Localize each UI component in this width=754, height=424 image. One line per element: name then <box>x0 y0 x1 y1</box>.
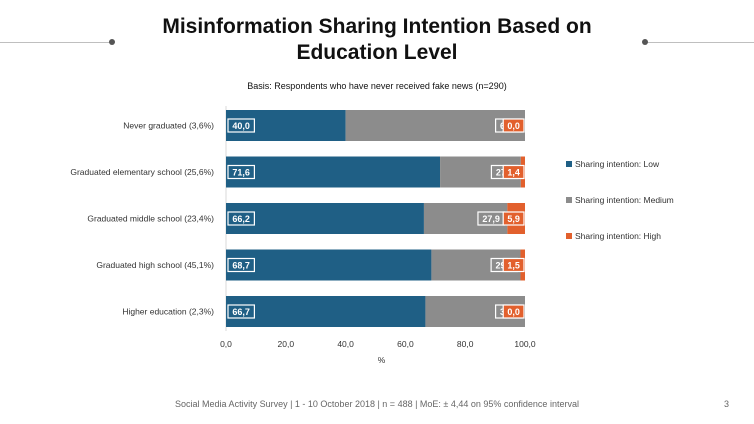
bar-segment <box>226 203 424 234</box>
data-label-box <box>502 211 525 226</box>
x-tick-label: 40,0 <box>337 339 354 349</box>
data-label-box <box>227 257 255 273</box>
data-label: 66,2 <box>232 214 250 224</box>
legend-swatch <box>566 233 572 239</box>
category-label: Graduated elementary school (25,6%) <box>70 167 214 177</box>
legend-swatch <box>566 197 572 203</box>
bar-segment <box>226 110 346 141</box>
data-label-box <box>502 304 525 319</box>
x-axis-label: % <box>378 355 386 365</box>
legend-item: Sharing intention: High <box>566 218 674 254</box>
data-label-box <box>502 118 525 133</box>
legend-label: Sharing intention: Medium <box>575 195 674 205</box>
legend-label: Sharing intention: High <box>575 231 662 241</box>
data-label-box <box>227 118 255 133</box>
category-label: Never graduated (3,6%) <box>123 121 214 131</box>
bar-segment <box>226 249 432 281</box>
x-tick-label: 20,0 <box>278 339 295 349</box>
data-label: 1,4 <box>507 168 520 178</box>
category-label: Graduated high school (45,1%) <box>96 260 214 270</box>
x-tick-label: 0,0 <box>220 339 232 349</box>
data-label: 27,9 <box>482 214 500 224</box>
bar-segment <box>226 156 441 188</box>
page-number: 3 <box>724 399 730 409</box>
category-label: Higher education (2,3%) <box>122 307 214 317</box>
data-label: 40,0 <box>232 121 250 131</box>
bar-segment <box>226 296 426 327</box>
bar-segment <box>345 110 525 141</box>
decorative-dot-right <box>642 39 648 45</box>
data-label-box <box>502 257 525 273</box>
footer-text: Social Media Activity Survey | 1 - 10 Oc… <box>175 399 579 409</box>
data-label: 1,5 <box>507 261 520 271</box>
data-label: 0,0 <box>507 121 520 131</box>
chart-subtitle: Basis: Respondents who have never receiv… <box>247 81 507 91</box>
data-label-box <box>227 211 255 226</box>
bar-segment <box>423 203 508 234</box>
data-label: 71,6 <box>232 168 250 178</box>
chart-title: Misinformation Sharing Intention Based o… <box>162 15 592 64</box>
x-tick-label: 80,0 <box>457 339 474 349</box>
decorative-line-right <box>644 42 754 43</box>
data-label-box <box>502 164 525 180</box>
legend-item: Sharing intention: Medium <box>566 182 674 218</box>
legend-item: Sharing intention: Low <box>566 146 674 182</box>
data-label-box <box>227 164 255 180</box>
x-tick-label: 100,0 <box>514 339 536 349</box>
data-label: 66,7 <box>232 307 250 317</box>
data-label: 0,0 <box>507 307 520 317</box>
x-tick-label: 60,0 <box>397 339 414 349</box>
data-label: 5,9 <box>507 214 520 224</box>
category-label: Graduated middle school (23,4%) <box>87 214 214 224</box>
decorative-dot-left <box>109 39 115 45</box>
legend-swatch <box>566 161 572 167</box>
decorative-line-left <box>0 42 112 43</box>
data-label: 68,7 <box>232 261 250 271</box>
chart-legend: Sharing intention: Low Sharing intention:… <box>566 146 674 254</box>
data-label-box <box>227 304 255 319</box>
legend-label: Sharing intention: Low <box>575 159 660 169</box>
